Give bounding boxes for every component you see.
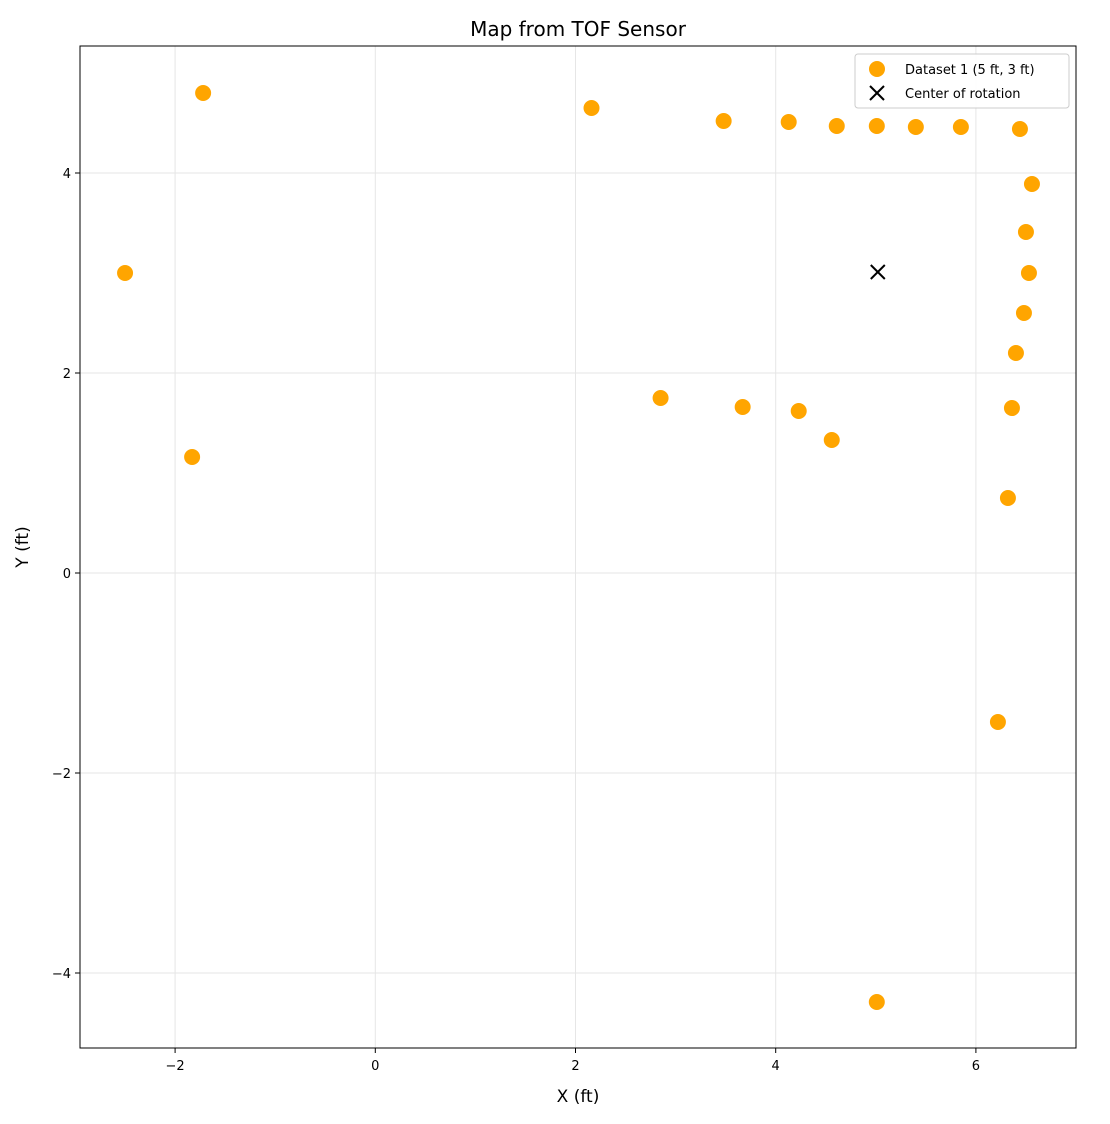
legend-marker-dataset	[869, 61, 885, 77]
data-point	[652, 390, 669, 406]
plot-points	[117, 85, 1040, 1010]
x-tick-label: 6	[972, 1059, 980, 1074]
data-point	[828, 118, 845, 134]
y-tick-label: 0	[63, 567, 71, 582]
data-point	[1017, 224, 1034, 240]
chart-title: Map from TOF Sensor	[470, 17, 687, 41]
grid	[80, 46, 1076, 1048]
data-point	[1011, 121, 1028, 137]
data-point	[952, 119, 969, 135]
axis-ticks: −2 0 2 4 6 −4 −2 0 2 4	[52, 167, 980, 1074]
x-tick-label: 0	[371, 1059, 379, 1074]
data-point	[989, 714, 1006, 730]
data-point	[999, 490, 1016, 506]
center-of-rotation-marker	[870, 264, 886, 280]
data-point	[1015, 305, 1032, 321]
data-point	[184, 449, 201, 465]
legend-box	[854, 53, 1070, 109]
data-point	[907, 119, 924, 135]
legend-marker-center	[869, 85, 885, 101]
x-tick-label: −2	[166, 1059, 185, 1074]
legend-label-dataset: Dataset 1 (5 ft, 3 ft)	[905, 63, 1035, 78]
data-point	[734, 399, 751, 415]
data-point	[195, 85, 212, 101]
data-point	[583, 100, 600, 116]
data-point	[823, 432, 840, 448]
data-point	[868, 118, 885, 134]
data-point	[868, 994, 885, 1010]
data-point	[780, 114, 797, 130]
data-point	[1020, 265, 1037, 281]
data-point	[790, 403, 807, 419]
legend-label-center: Center of rotation	[905, 87, 1021, 102]
data-point	[1007, 345, 1024, 361]
y-tick-label: 2	[63, 367, 71, 382]
y-axis-label: Y (ft)	[13, 526, 33, 568]
data-point	[715, 113, 732, 129]
x-tick-label: 2	[571, 1059, 579, 1074]
y-tick-label: −2	[52, 767, 71, 782]
y-tick-label: 4	[63, 167, 71, 182]
x-tick-label: 4	[772, 1059, 780, 1074]
x-axis-label: X (ft)	[557, 1087, 600, 1107]
legend: Dataset 1 (5 ft, 3 ft) Center of rotatio…	[854, 53, 1070, 109]
data-point	[117, 265, 134, 281]
y-tick-label: −4	[52, 967, 71, 982]
data-point	[1003, 400, 1020, 416]
plot-area-frame	[79, 45, 1077, 1049]
data-point	[1023, 176, 1040, 192]
